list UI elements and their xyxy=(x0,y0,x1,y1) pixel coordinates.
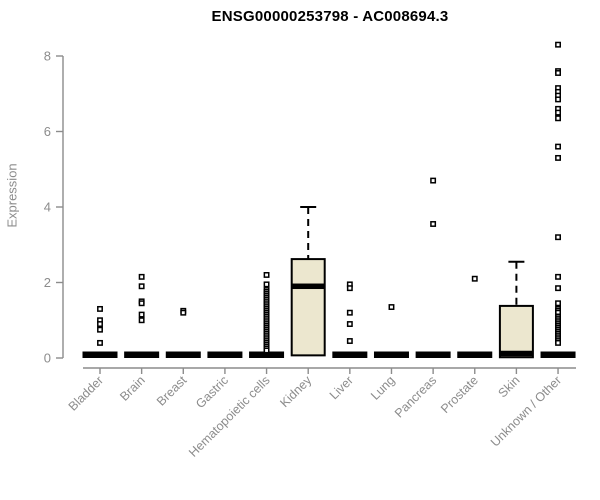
x-tick-label: Hematopoietic cells xyxy=(186,373,273,460)
x-tick-label: Gastric xyxy=(193,373,231,411)
median-line xyxy=(291,283,325,290)
outlier-point xyxy=(263,281,270,288)
outlier-point xyxy=(555,143,561,150)
collapsed-box xyxy=(540,351,576,358)
outlier-point xyxy=(97,339,103,346)
x-tick-label: Kidney xyxy=(277,373,314,410)
y-tick-label: 0 xyxy=(44,351,51,366)
outlier-point xyxy=(555,96,561,103)
outlier-point xyxy=(263,272,270,278)
y-tick-label: 4 xyxy=(44,200,51,215)
x-tick-label: Unknown / Other xyxy=(488,373,564,449)
outlier-point xyxy=(97,326,103,333)
y-tick-label: 8 xyxy=(44,49,51,64)
outlier-point xyxy=(555,300,561,307)
outlier-point xyxy=(138,317,145,324)
outlier-point xyxy=(346,321,353,327)
outlier-point xyxy=(138,300,145,307)
outlier-point xyxy=(346,309,353,316)
x-tick-label: Breast xyxy=(154,373,190,409)
outlier-point xyxy=(555,154,561,161)
outlier-point xyxy=(555,234,561,241)
y-tick-label: 6 xyxy=(44,124,51,139)
x-tick-label: Pancreas xyxy=(392,373,439,420)
y-tick-label: 2 xyxy=(44,275,51,290)
x-tick-label: Brain xyxy=(117,373,148,404)
collapsed-box xyxy=(124,351,160,358)
x-tick-label: Prostate xyxy=(438,373,481,416)
collapsed-box xyxy=(415,351,451,358)
outlier-point xyxy=(430,177,437,184)
outlier-point xyxy=(555,115,561,122)
collapsed-box xyxy=(207,351,243,358)
outlier-point xyxy=(555,109,561,116)
outlier-point xyxy=(346,338,353,344)
collapsed-box xyxy=(82,351,118,358)
collapsed-box xyxy=(457,351,493,358)
x-tick-label: Lung xyxy=(368,373,398,403)
outlier-point xyxy=(555,70,561,76)
box xyxy=(498,304,534,359)
outlier-point xyxy=(471,275,478,282)
outlier-point xyxy=(138,283,145,290)
outlier-point xyxy=(263,347,270,354)
collapsed-box xyxy=(165,351,201,358)
outlier-point xyxy=(555,41,561,48)
outlier-point xyxy=(346,285,353,292)
outlier-point xyxy=(180,309,187,316)
collapsed-box xyxy=(373,351,409,358)
outlier-point xyxy=(97,321,103,327)
outlier-point xyxy=(388,304,395,310)
median-line xyxy=(499,350,533,357)
collapsed-box xyxy=(332,351,368,358)
x-tick-label: Bladder xyxy=(66,373,106,413)
outlier-point xyxy=(138,311,145,318)
x-tick-label: Skin xyxy=(495,373,522,400)
x-tick-label: Liver xyxy=(327,373,356,402)
outlier-point xyxy=(555,285,561,292)
outlier-point xyxy=(555,273,561,280)
outlier-point xyxy=(555,339,561,346)
chart-title: ENSG00000253798 - AC008694.3 xyxy=(211,8,449,25)
outlier-point xyxy=(97,305,103,312)
collapsed-box xyxy=(249,351,285,358)
box xyxy=(290,258,326,357)
outlier-point xyxy=(430,221,437,227)
outlier-point xyxy=(138,273,145,280)
